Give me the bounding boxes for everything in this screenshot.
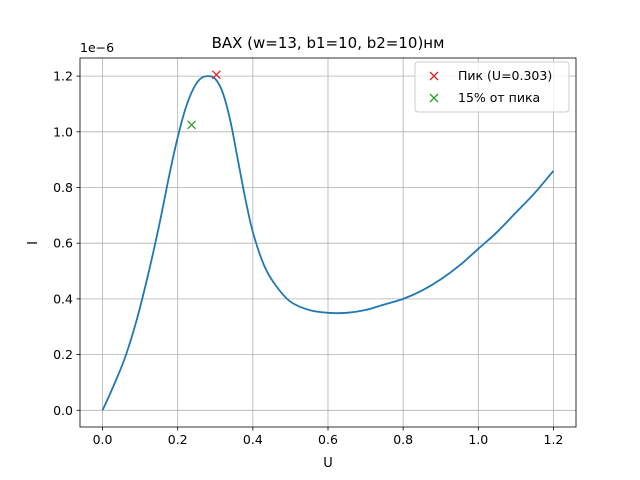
x-tick-label: 1.2 [544,432,564,447]
peak-marker-icon [211,70,221,80]
ticks: 0.0 0.2 0.4 0.6 0.8 1.0 1.2 0.0 0.2 0.4 0.6 0.8 1.0 1… [53,69,563,447]
iv-curve-line [101,75,555,411]
y-tick-label: 0.2 [53,347,73,362]
x-tick-label: 0.4 [243,432,263,447]
x-tick-label: 0.0 [93,432,113,447]
y-tick-label: 0.4 [53,291,73,306]
legend-peak-label: Пик (U=0.303) [458,68,552,83]
legend-item-peak: Пик (U=0.303) [429,68,552,83]
x-tick-label: 0.6 [318,432,338,447]
y-tick-label: 0.0 [53,403,73,418]
y-tick-label: 1.0 [53,124,73,139]
y-axis-label: I [26,241,41,245]
fifteen-percent-marker-icon [187,120,197,130]
legend-item-fifteen-percent: 15% от пика [429,90,540,105]
y-tick-label: 1.2 [53,69,73,84]
y-tick-label: 0.8 [53,180,73,195]
series-layer [101,75,555,411]
chart-title: ВАХ (w=13, b1=10, b2=10)нм [212,34,445,52]
y-scale-offset: 1e−6 [80,40,114,55]
x-tick-label: 1.0 [468,432,488,447]
legend-fifteen-percent-marker-icon [429,93,439,103]
legend-fifteen-percent-label: 15% от пика [458,90,540,105]
legend: Пик (U=0.303) 15% от пика [414,61,570,113]
grid [80,58,576,427]
x-tick-label: 0.8 [393,432,413,447]
y-tick-label: 0.6 [53,236,73,251]
legend-box [414,61,570,113]
x-tick-label: 0.2 [168,432,188,447]
marker-layer [187,70,221,130]
legend-x-icon [429,93,439,103]
x-axis-label: U [323,456,333,471]
legend-x-icon [429,71,439,81]
legend-peak-marker-icon [429,71,439,81]
axes-frame [79,57,577,428]
